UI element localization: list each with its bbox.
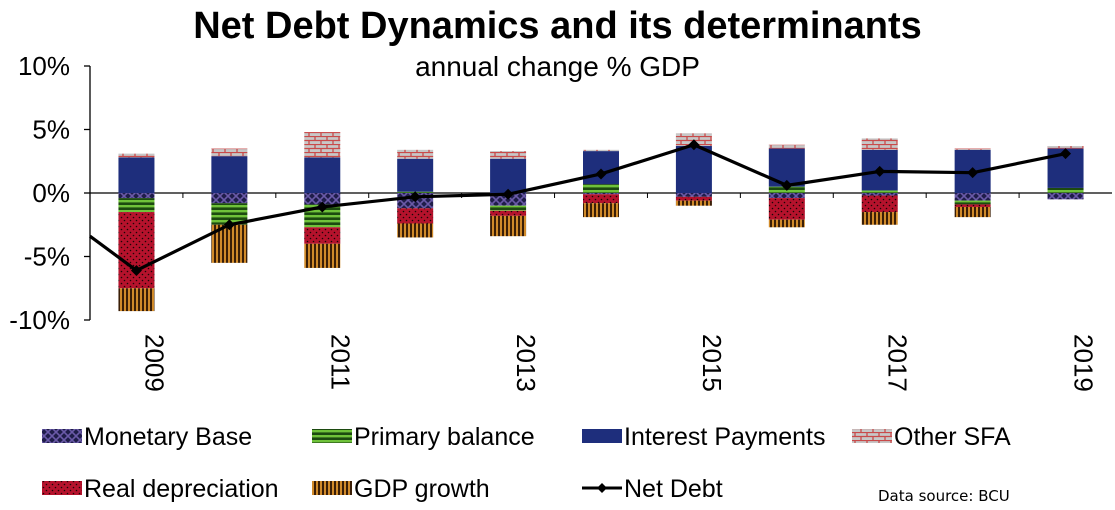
bar-monetary_base-2010 [211,193,248,204]
bar-monetary_base-2015 [675,193,712,197]
bar-gdp_growth-2015 [675,200,712,206]
legend-label-net_debt: Net Debt [624,475,723,503]
chart-subtitle: annual change % GDP [415,51,700,82]
bar-other_sfa-2011 [304,132,341,158]
legend-label-real_depreciation: Real depreciation [84,475,279,503]
bar-primary_balance-2018 [954,200,991,205]
x-tick-label: 2013 [511,334,541,392]
net-debt-point-2015 [688,139,700,151]
bar-primary_balance-2009 [118,198,155,213]
bar-interest_payments-2012 [397,158,434,192]
bar-gdp_growth-2014 [583,203,619,218]
net-debt-point-2010 [223,219,235,231]
y-tick-label: -5% [24,242,70,272]
net-debt-point-2014 [595,168,607,180]
legend-label-gdp_growth: GDP growth [354,475,490,503]
bar-other_sfa-2017 [861,138,898,150]
bar-interest_payments-2009 [118,157,155,193]
net-debt-point-2011 [316,201,328,213]
bar-interest_payments-2015 [675,146,712,193]
x-tick-label: 2019 [1069,334,1099,392]
bar-other_sfa-2009 [118,153,155,158]
x-tick-label: 2017 [883,334,913,392]
net-debt-line [89,143,1066,273]
net-debt-point-2012 [409,191,421,203]
bar-interest_payments-2010 [211,156,248,193]
bar-other_sfa-2014 [583,149,619,152]
chart-title: Net Debt Dynamics and its determinants [193,5,922,47]
bar-monetary_base-2016 [768,193,805,199]
net-debt-point-2017 [874,165,886,177]
bar-gdp_growth-2013 [490,215,527,237]
bar-other_sfa-2019 [1047,146,1084,149]
bar-interest_payments-2011 [304,157,341,193]
bar-real_depreciation-2015 [675,196,712,201]
legend-swatch-primary_balance [312,429,352,443]
bar-monetary_base-2017 [861,193,898,196]
bar-monetary_base-2019 [1047,193,1084,200]
bar-real_depreciation-2016 [768,198,805,220]
legend-swatch-monetary_base [42,429,82,443]
net-debt-point-2013 [502,188,514,200]
bar-primary_balance-2019 [1047,187,1084,193]
bar-real_depreciation-2013 [490,210,527,216]
bar-other_sfa-2012 [397,149,434,159]
bar-monetary_base-2018 [954,193,991,201]
bar-real_depreciation-2009 [118,212,155,289]
bar-gdp_growth-2016 [768,219,805,228]
bar-interest_payments-2013 [490,158,527,193]
y-tick-label: 0% [32,178,70,208]
legend-swatch-real_depreciation [42,481,82,495]
bar-other_sfa-2010 [211,148,248,157]
bar-real_depreciation-2018 [954,204,991,207]
legend-label-monetary_base: Monetary Base [84,423,252,451]
y-tick-label: -10% [9,305,70,335]
legend-label-primary_balance: Primary balance [354,423,535,451]
legend-marker-net_debt [597,483,607,493]
legend-label-other_sfa: Other SFA [894,423,1011,451]
legend-swatch-interest_payments [582,429,622,443]
data-source-note: Data source: BCU [878,487,1010,505]
bar-primary_balance-2017 [861,190,898,193]
bar-monetary_base-2011 [304,193,341,205]
bar-real_depreciation-2012 [397,208,434,224]
bar-monetary_base-2014 [583,193,619,195]
y-tick-label: 10% [18,51,70,81]
bar-primary_balance-2014 [583,184,619,193]
bar-gdp_growth-2018 [954,206,991,218]
bar-real_depreciation-2011 [304,227,341,244]
legend-swatch-other_sfa [852,429,892,443]
bar-gdp_growth-2012 [397,223,434,238]
bar-primary_balance-2013 [490,205,527,211]
bar-primary_balance-2010 [211,203,248,225]
bar-monetary_base-2009 [118,193,155,199]
y-tick-label: 5% [32,115,70,145]
bar-real_depreciation-2014 [583,194,619,204]
bar-other_sfa-2016 [768,144,805,149]
bar-real_depreciation-2017 [861,195,898,213]
bar-other_sfa-2018 [954,148,991,150]
bar-gdp_growth-2011 [304,243,341,268]
net-debt-point-2019 [1060,148,1072,160]
x-tick-label: 2015 [697,334,727,392]
net-debt-point-2018 [967,167,979,179]
bar-gdp_growth-2009 [118,288,155,312]
x-tick-label: 2009 [139,334,169,392]
legend-label-interest_payments: Interest Payments [624,423,825,451]
legend-swatch-gdp_growth [312,481,352,495]
bar-gdp_growth-2017 [861,212,898,225]
net-debt-point-2016 [781,179,793,191]
bar-other_sfa-2013 [490,151,527,159]
x-tick-label: 2011 [325,334,355,390]
net-debt-point-2009 [130,264,142,276]
